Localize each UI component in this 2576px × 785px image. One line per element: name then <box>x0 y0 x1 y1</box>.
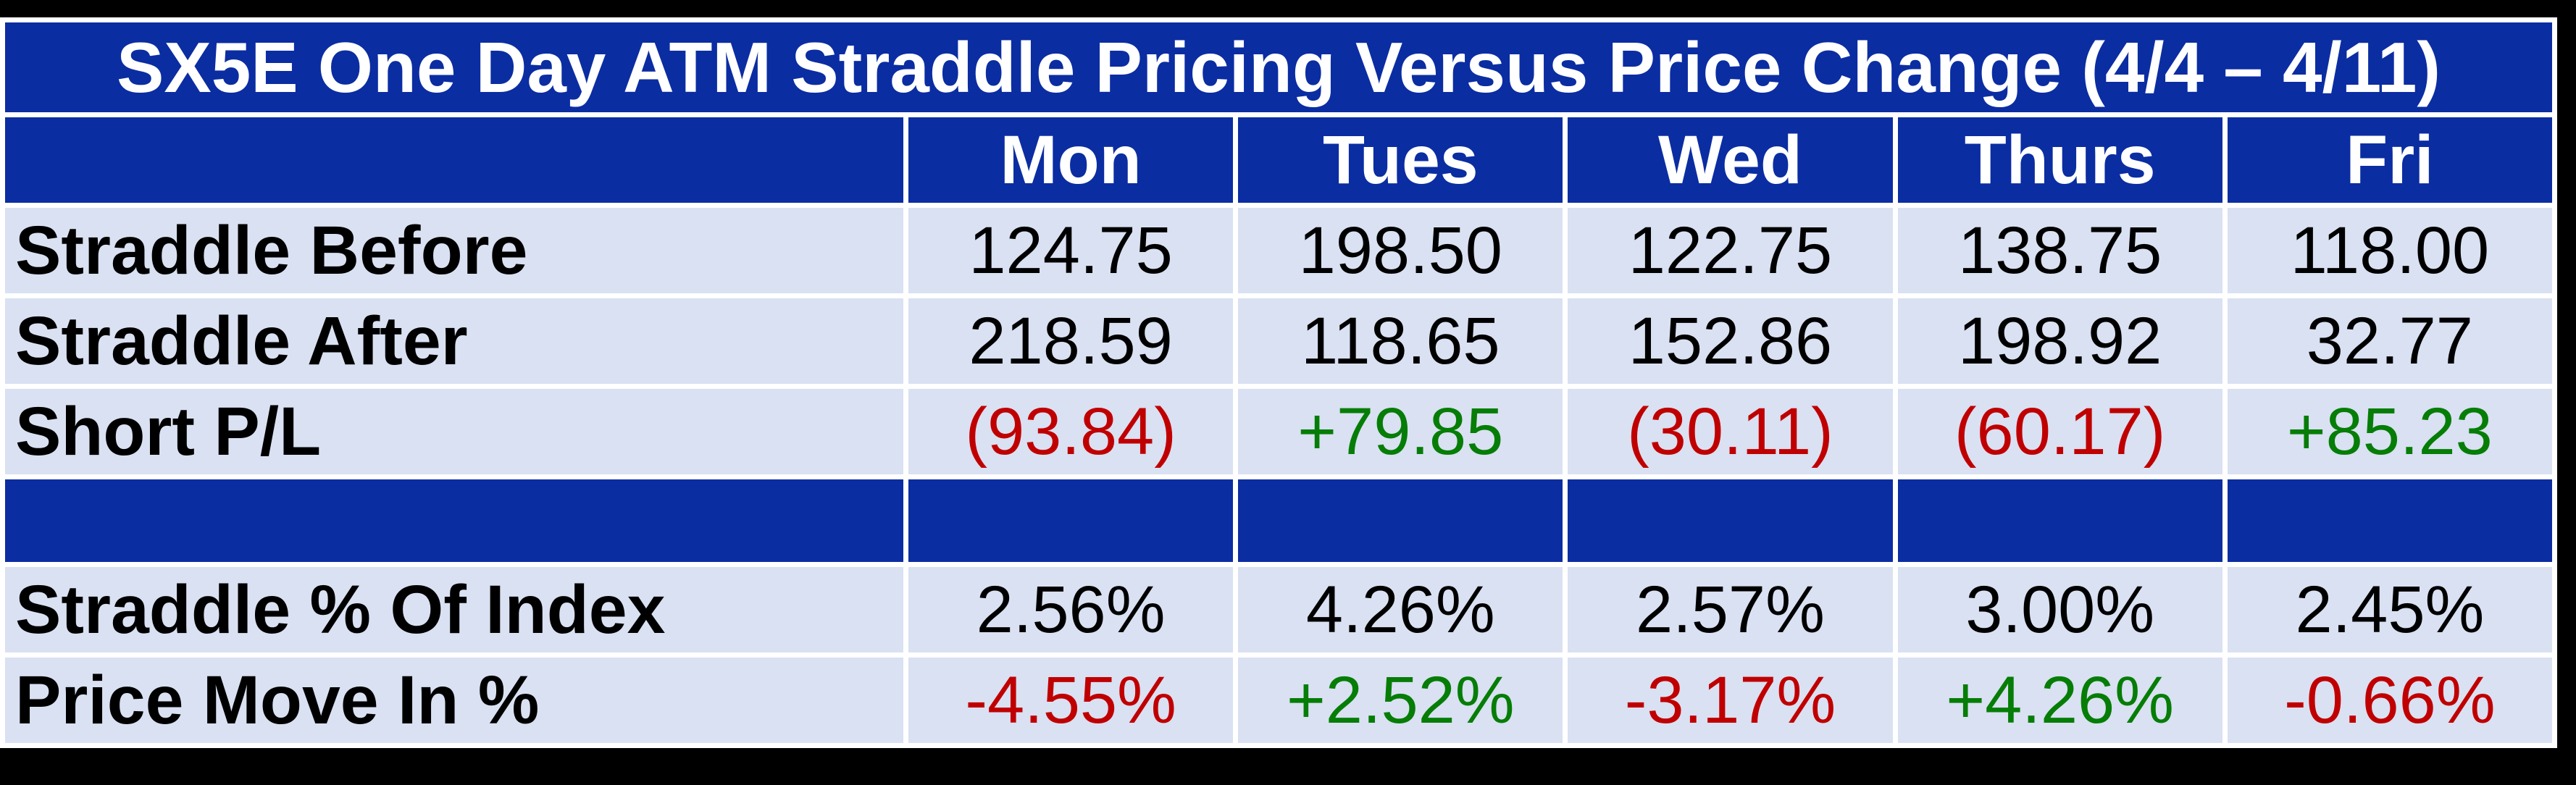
column-header-tues: Tues <box>1238 117 1563 203</box>
value-cell: 2.57% <box>1568 567 1893 652</box>
table-row-straddle-pct-of-index: Straddle % Of Index 2.56% 4.26% 2.57% 3.… <box>5 567 2552 652</box>
value-cell: 32.77 <box>2227 298 2552 384</box>
value-cell: (30.11) <box>1568 389 1893 474</box>
value-cell: 218.59 <box>908 298 1234 384</box>
value-cell: +85.23 <box>2227 389 2552 474</box>
value-cell: +4.26% <box>1897 658 2222 743</box>
value-cell: 118.00 <box>2227 208 2552 293</box>
value-cell: 3.00% <box>1897 567 2222 652</box>
value-cell: 2.45% <box>2227 567 2552 652</box>
row-label: Short P/L <box>5 389 903 474</box>
value-cell: +79.85 <box>1238 389 1563 474</box>
value-cell: -3.17% <box>1568 658 1893 743</box>
value-cell: 124.75 <box>908 208 1234 293</box>
value-cell: 152.86 <box>1568 298 1893 384</box>
value-cell: 122.75 <box>1568 208 1893 293</box>
value-cell: -0.66% <box>2227 658 2552 743</box>
value-cell: 2.56% <box>908 567 1234 652</box>
row-label: Straddle Before <box>5 208 903 293</box>
value-cell: +2.52% <box>1238 658 1563 743</box>
value-cell: -4.55% <box>908 658 1234 743</box>
straddle-pricing-table: SX5E One Day ATM Straddle Pricing Versus… <box>0 17 2557 748</box>
row-label: Straddle % Of Index <box>5 567 903 652</box>
straddle-table-container: SX5E One Day ATM Straddle Pricing Versus… <box>0 17 2557 748</box>
title-row: SX5E One Day ATM Straddle Pricing Versus… <box>5 22 2552 112</box>
separator-cell <box>5 479 903 562</box>
column-header-wed: Wed <box>1568 117 1893 203</box>
table-row-straddle-before: Straddle Before 124.75 198.50 122.75 138… <box>5 208 2552 293</box>
separator-cell <box>1897 479 2222 562</box>
row-label: Straddle After <box>5 298 903 384</box>
column-header-thurs: Thurs <box>1897 117 2222 203</box>
separator-cell <box>908 479 1234 562</box>
table-row-straddle-after: Straddle After 218.59 118.65 152.86 198.… <box>5 298 2552 384</box>
value-cell: (60.17) <box>1897 389 2222 474</box>
separator-cell <box>1568 479 1893 562</box>
column-header-fri: Fri <box>2227 117 2552 203</box>
separator-row <box>5 479 2552 562</box>
table-row-price-move-pct: Price Move In % -4.55% +2.52% -3.17% +4.… <box>5 658 2552 743</box>
header-row: Mon Tues Wed Thurs Fri <box>5 117 2552 203</box>
table-title: SX5E One Day ATM Straddle Pricing Versus… <box>5 22 2552 112</box>
corner-header-cell <box>5 117 903 203</box>
value-cell: 4.26% <box>1238 567 1563 652</box>
value-cell: 198.50 <box>1238 208 1563 293</box>
value-cell: 118.65 <box>1238 298 1563 384</box>
value-cell: 138.75 <box>1897 208 2222 293</box>
separator-cell <box>1238 479 1563 562</box>
separator-cell <box>2227 479 2552 562</box>
table-row-short-pl: Short P/L (93.84) +79.85 (30.11) (60.17)… <box>5 389 2552 474</box>
row-label: Price Move In % <box>5 658 903 743</box>
value-cell: (93.84) <box>908 389 1234 474</box>
column-header-mon: Mon <box>908 117 1234 203</box>
value-cell: 198.92 <box>1897 298 2222 384</box>
